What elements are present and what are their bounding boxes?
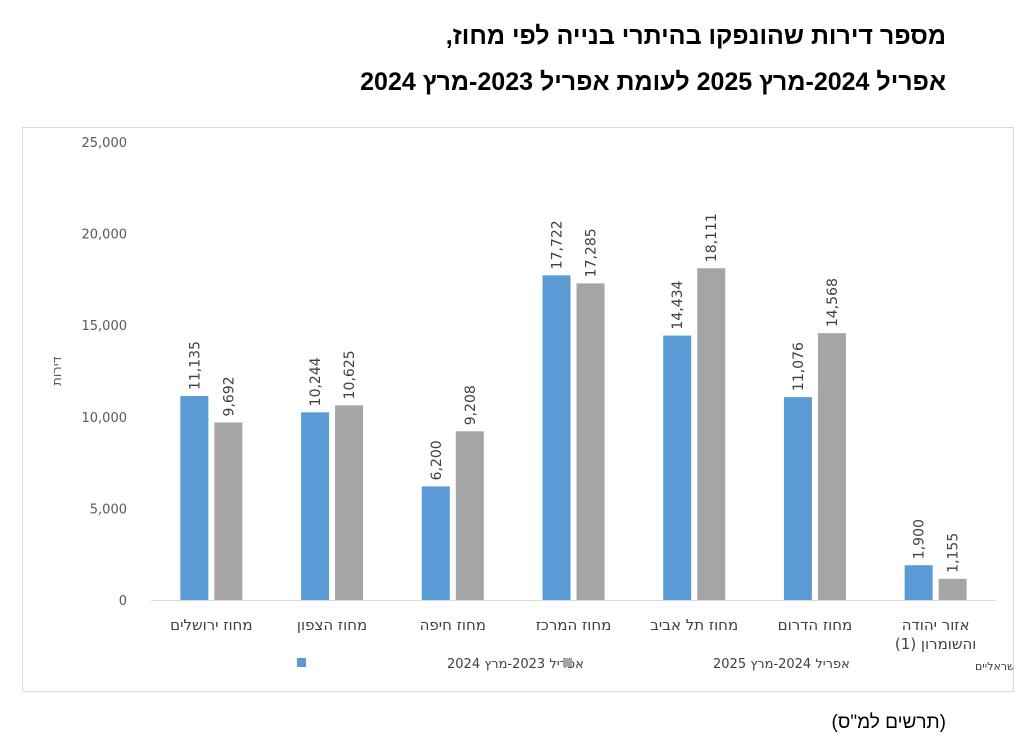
data-label: 10,244 [308,357,324,406]
y-tick-label: 15,000 [82,319,128,334]
bar [455,431,484,600]
category-label: מחוז הצפון [297,616,367,634]
source-note: (תרשים למ"ס) [831,712,946,733]
data-label: 18,111 [704,213,720,262]
data-label: 6,200 [429,440,445,480]
legend-label: אפריל 2024-מרץ 2025 [713,657,850,672]
y-tick-label: 0 [119,594,127,609]
data-label: 1,900 [912,519,928,559]
footnote: 1. יישובים ישראליים [975,660,1013,673]
bar [938,578,967,600]
bar [783,397,812,600]
y-axis-label: דירות [50,356,65,385]
bar [542,275,571,600]
bar [663,335,692,600]
data-label: 17,285 [584,228,600,277]
data-label: 1,155 [946,533,962,573]
category-label: מחוז תל אביב [650,616,738,634]
bar [421,486,450,600]
bar [180,396,209,600]
category-label: מחוז הדרום [778,616,853,634]
data-label: 14,434 [670,280,686,329]
bar [904,565,933,600]
bar [301,412,330,600]
bar [576,283,605,600]
legend-swatch [297,658,306,667]
chart-subtitle: אפריל 2024-מרץ 2025 לעומת אפריל 2023-מרץ… [360,68,946,96]
data-label: 14,568 [825,278,841,327]
category-label: והשומרון (1) [895,635,976,653]
legend-swatch [563,658,572,667]
y-tick-label: 10,000 [82,411,128,426]
bar-chart: 0 5,000 10,000 15,000 20,000 25,000 דירות 11,13… [50,136,1013,673]
data-label: 9,692 [221,376,237,416]
category-label: אזור יהודה [902,616,970,634]
chart-area: 0 5,000 10,000 15,000 20,000 25,000 דירות 11,13… [22,127,1014,692]
bar [697,268,726,600]
chart-title: מספר דירות שהונפקו בהיתרי בנייה לפי מחוז… [445,22,946,50]
bar [214,422,243,600]
y-tick-label: 5,000 [90,502,127,517]
legend-label: אפריל 2023-מרץ 2024 [447,657,584,672]
bar [335,405,364,600]
bar [817,333,846,600]
data-label: 11,076 [791,342,807,391]
category-label: מחוז המרכז [536,616,612,634]
data-label: 10,625 [342,350,358,399]
y-tick-label: 25,000 [82,136,128,151]
category-label: מחוז ירושלים [170,616,252,634]
data-label: 11,135 [187,341,203,390]
data-label: 9,208 [463,385,479,425]
data-label: 17,722 [550,220,566,269]
category-label: מחוז חיפה [420,616,486,634]
y-tick-label: 20,000 [82,228,128,243]
